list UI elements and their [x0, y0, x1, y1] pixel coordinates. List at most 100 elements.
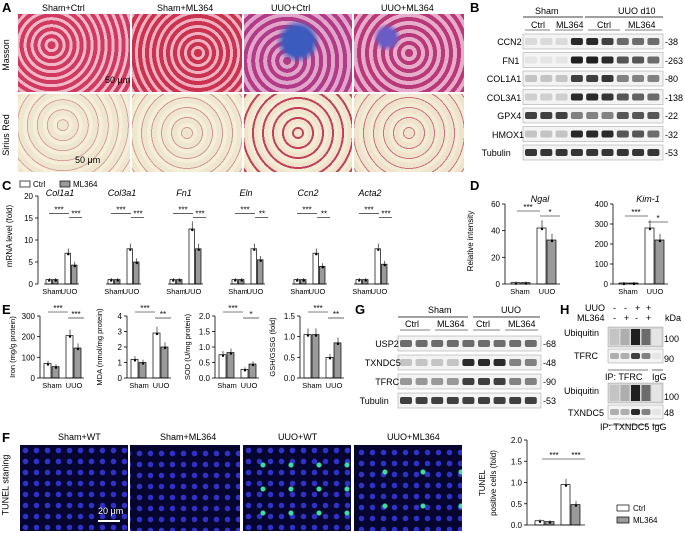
blot-band [647, 38, 660, 45]
y-axis-label: GSH/GSSG (fold) [268, 317, 277, 377]
gene-label: Fn1 [176, 188, 192, 198]
y-tick-label: 100 [595, 260, 609, 269]
blot-band [586, 149, 599, 156]
sig-marker: ** [259, 210, 265, 219]
ml364-sign: - [635, 313, 638, 323]
sig-marker: *** [54, 206, 63, 215]
blot-band [647, 130, 660, 138]
blot-band [509, 340, 522, 347]
western-blot-h [607, 326, 664, 426]
data-point [68, 335, 72, 338]
subgroup-label: Ctrl [476, 319, 490, 329]
ml364-sign: + [624, 313, 630, 323]
blot-band [525, 93, 537, 101]
x-tick-label: Sham [618, 287, 638, 296]
legend-label: ML364 [73, 180, 98, 189]
blot-band [555, 75, 568, 82]
data-point [540, 227, 544, 231]
blot-band [540, 93, 553, 101]
bar-ctrl-uuo [250, 248, 257, 285]
blot-band [540, 112, 553, 119]
data-point [336, 342, 340, 346]
data-point [76, 347, 80, 351]
blot-band [431, 378, 444, 385]
sig-marker: *** [549, 451, 558, 460]
ip-label: IP: TXNDC5 [600, 422, 650, 432]
bar-ml364-uuo [160, 346, 169, 379]
blot-label: Ubiquitin [564, 386, 600, 396]
blot-smear [641, 385, 651, 401]
chart-f: TUNEL positive cells (fold) 0.0 0.5 1.0 1.5 2.… [478, 436, 658, 530]
data-point [48, 279, 51, 282]
bar-ml364-uuo [71, 264, 78, 285]
blot-band [431, 340, 444, 347]
subgroup-label: Ctrl [405, 319, 419, 329]
legend-swatch [59, 180, 71, 188]
blot-band [540, 56, 553, 64]
ml364-label: ML364 [577, 313, 605, 323]
x-tick-label: Sham [228, 287, 248, 296]
bar-ml364-uuo [133, 261, 140, 285]
ip-label: IP: TFRC [605, 372, 643, 382]
protein-label: Tubulin [481, 148, 511, 158]
blot-band [509, 378, 522, 385]
bar-ml364-uuo [333, 342, 342, 379]
y-tick-label: 15 [24, 214, 33, 223]
kda-value: -22 [665, 111, 679, 121]
y-tick-label: 20 [24, 192, 33, 201]
row-label-sirius-red: Sirius Red [0, 114, 11, 156]
bar-ml364-sham [138, 362, 147, 379]
sig-marker: * [249, 310, 252, 319]
subgroup-label: ML364 [628, 20, 656, 30]
blot-band [493, 378, 506, 385]
blot-band [632, 75, 645, 82]
panel-label-d: D [470, 178, 480, 193]
data-point [658, 239, 662, 243]
blot-band [509, 397, 522, 404]
protein-label: TXNDC5 [364, 358, 401, 368]
blot-band [586, 56, 599, 64]
blot-band [632, 149, 645, 156]
blot-band [647, 149, 660, 156]
data-point [135, 261, 138, 265]
blot-band [400, 397, 412, 404]
blot-band [415, 340, 428, 347]
blot-band [446, 378, 459, 385]
sirius-red-image [354, 94, 464, 172]
subgroup-label: ML364 [437, 319, 465, 329]
blot-band [525, 112, 537, 119]
data-point [197, 248, 200, 251]
data-point [306, 334, 310, 337]
blot-band [610, 409, 619, 415]
blot-band [540, 130, 553, 138]
blot-band [601, 75, 614, 82]
y-tick-label: 400 [595, 200, 609, 209]
blot-band [601, 56, 614, 64]
tunel-image [243, 445, 351, 531]
blot-band [586, 130, 599, 138]
blot-smear [641, 329, 651, 345]
bar-ctrl-uuo [644, 227, 655, 285]
y-tick-label: 10 [24, 236, 33, 245]
kda-value: 48 [664, 408, 675, 418]
sig-marker: *** [228, 304, 237, 313]
data-point [259, 259, 262, 262]
bar-ctrl-sham [130, 359, 139, 379]
sirius-red-image [244, 94, 352, 172]
y-tick-label: 40 [491, 227, 500, 236]
subgroup-label: Ctrl [531, 20, 545, 30]
sig-marker: *** [313, 304, 322, 313]
y-axis-label: SOD (U/mg protein) [183, 313, 192, 380]
blot-smear [652, 385, 661, 401]
y-tick-label: 60 [491, 200, 500, 209]
x-tick-label: UUO [647, 287, 664, 296]
y-tick-label: 1.5 [511, 457, 523, 466]
blot-band [478, 378, 490, 385]
kda-value: 90 [664, 354, 675, 364]
data-point [302, 279, 305, 282]
sig-marker: *** [523, 203, 532, 212]
protein-label: TFRC [375, 377, 400, 387]
sig-marker: *** [53, 304, 62, 313]
data-point [358, 279, 361, 282]
y-tick-label: 1.0 [511, 479, 523, 488]
